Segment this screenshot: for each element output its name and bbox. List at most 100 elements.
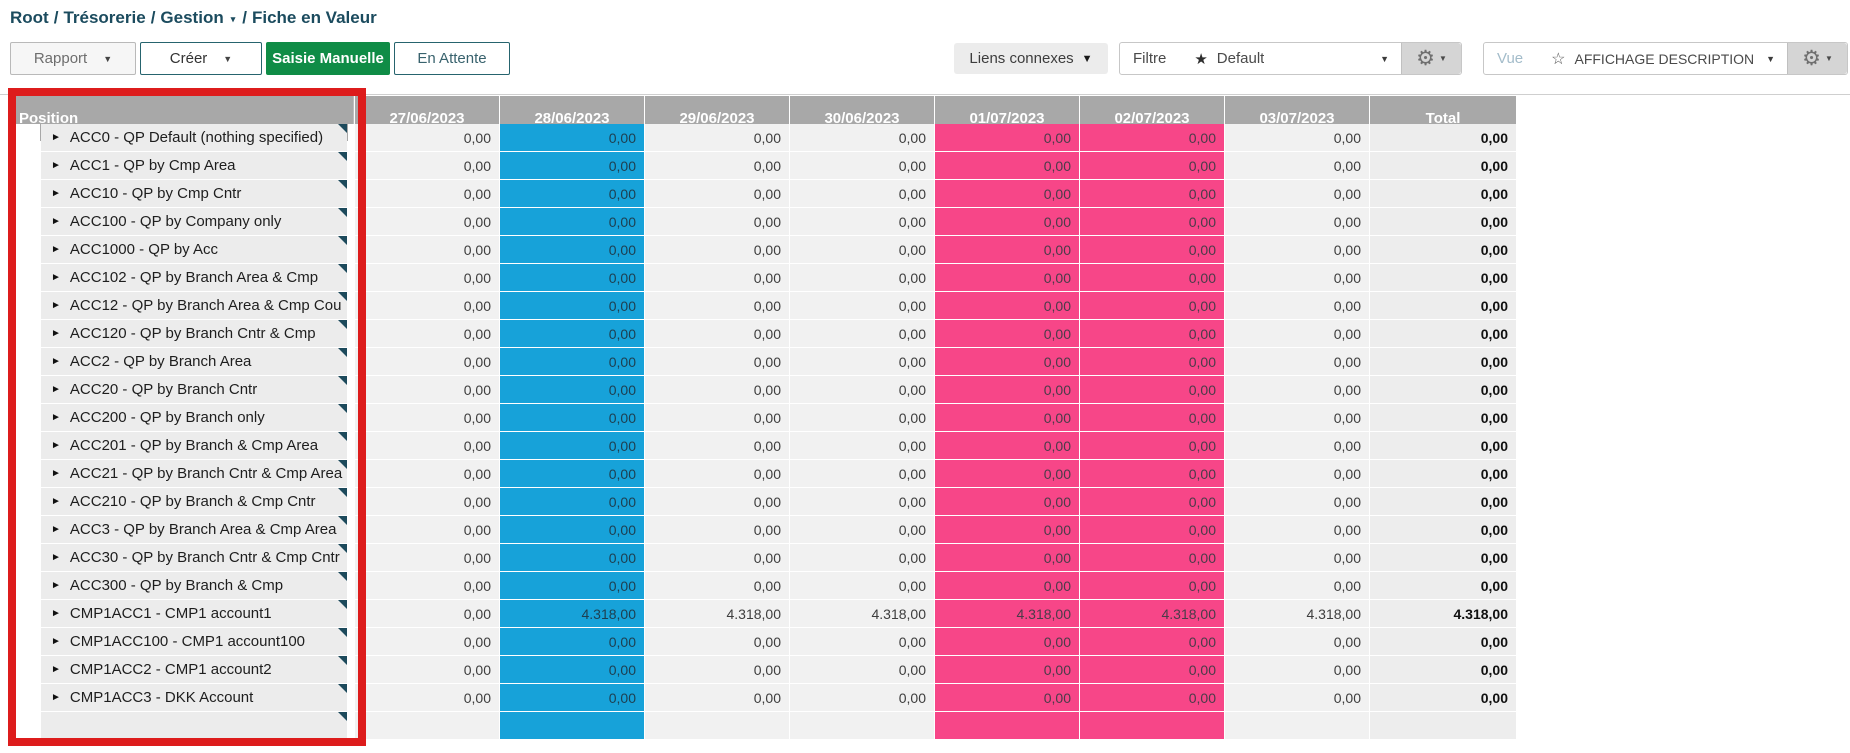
value-cell[interactable]: 0,00 bbox=[790, 348, 934, 375]
value-cell[interactable]: 0,00 bbox=[1225, 124, 1369, 151]
expand-arrow-icon[interactable]: ► bbox=[51, 664, 61, 675]
value-cell[interactable]: 0,00 bbox=[355, 600, 499, 627]
value-cell[interactable]: 0,00 bbox=[500, 684, 644, 711]
chevron-down-icon[interactable]: ▾ bbox=[230, 13, 236, 24]
value-cell[interactable]: 0,00 bbox=[1080, 320, 1224, 347]
expand-arrow-icon[interactable]: ► bbox=[51, 524, 61, 535]
value-cell[interactable]: 0,00 bbox=[1080, 684, 1224, 711]
value-cell[interactable]: 0,00 bbox=[1225, 572, 1369, 599]
rapport-dropdown-button[interactable]: Rapport ▼ bbox=[10, 42, 136, 75]
value-cell[interactable]: 0,00 bbox=[790, 180, 934, 207]
value-cell[interactable]: 0,00 bbox=[935, 180, 1079, 207]
value-cell[interactable]: 4.318,00 bbox=[790, 600, 934, 627]
value-cell[interactable]: 0,00 bbox=[935, 460, 1079, 487]
value-cell[interactable]: 0,00 bbox=[790, 432, 934, 459]
value-cell[interactable]: 0,00 bbox=[1080, 404, 1224, 431]
row-label-cell[interactable]: ► ACC210 - QP by Branch & Cmp Cntr bbox=[41, 488, 347, 515]
value-cell[interactable]: 0,00 bbox=[935, 628, 1079, 655]
expand-arrow-icon[interactable]: ► bbox=[51, 244, 61, 255]
value-cell[interactable]: 0,00 bbox=[355, 460, 499, 487]
filtre-selected-value[interactable]: Default bbox=[1216, 50, 1265, 67]
row-label-cell[interactable]: ► ACC10 - QP by Cmp Cntr bbox=[41, 180, 347, 207]
value-cell[interactable]: 0,00 bbox=[355, 376, 499, 403]
breadcrumb-item-tresorerie[interactable]: Trésorerie bbox=[63, 8, 146, 27]
value-cell[interactable]: 0,00 bbox=[1080, 124, 1224, 151]
expand-arrow-icon[interactable]: ► bbox=[51, 580, 61, 591]
value-cell[interactable]: 0,00 bbox=[1080, 208, 1224, 235]
value-cell[interactable]: 0,00 bbox=[645, 292, 789, 319]
value-cell[interactable]: 0,00 bbox=[500, 348, 644, 375]
row-label-cell[interactable]: ► ACC2 - QP by Branch Area bbox=[41, 348, 347, 375]
value-cell[interactable] bbox=[1080, 712, 1224, 739]
value-cell[interactable] bbox=[1225, 712, 1369, 739]
value-cell[interactable]: 0,00 bbox=[500, 460, 644, 487]
value-cell[interactable]: 0,00 bbox=[355, 152, 499, 179]
value-cell[interactable]: 4.318,00 bbox=[1080, 600, 1224, 627]
expand-arrow-icon[interactable]: ► bbox=[51, 496, 61, 507]
value-cell[interactable]: 4.318,00 bbox=[645, 600, 789, 627]
value-cell[interactable]: 0,00 bbox=[500, 264, 644, 291]
expand-arrow-icon[interactable]: ► bbox=[51, 692, 61, 703]
value-cell[interactable]: 0,00 bbox=[1080, 516, 1224, 543]
value-cell[interactable]: 0,00 bbox=[645, 180, 789, 207]
value-cell[interactable]: 0,00 bbox=[1225, 376, 1369, 403]
row-label-cell[interactable]: ► ACC21 - QP by Branch Cntr & Cmp Area bbox=[41, 460, 347, 487]
value-cell[interactable]: 0,00 bbox=[500, 488, 644, 515]
value-cell[interactable]: 0,00 bbox=[935, 544, 1079, 571]
value-cell[interactable]: 0,00 bbox=[355, 572, 499, 599]
value-cell[interactable]: 0,00 bbox=[355, 180, 499, 207]
row-label-cell[interactable]: ► CMP1ACC3 - DKK Account bbox=[41, 684, 347, 711]
row-label-cell[interactable]: ► ACC100 - QP by Company only bbox=[41, 208, 347, 235]
value-cell[interactable]: 0,00 bbox=[1225, 320, 1369, 347]
value-cell[interactable]: 0,00 bbox=[1225, 684, 1369, 711]
value-cell[interactable]: 0,00 bbox=[645, 628, 789, 655]
value-cell[interactable]: 0,00 bbox=[935, 404, 1079, 431]
value-cell[interactable]: 0,00 bbox=[1225, 488, 1369, 515]
expand-arrow-icon[interactable]: ► bbox=[51, 300, 61, 311]
breadcrumb-item-root[interactable]: Root bbox=[10, 8, 49, 27]
value-cell[interactable]: 0,00 bbox=[500, 376, 644, 403]
value-cell[interactable]: 0,00 bbox=[1080, 348, 1224, 375]
value-cell[interactable]: 0,00 bbox=[790, 320, 934, 347]
value-cell[interactable]: 0,00 bbox=[790, 124, 934, 151]
value-cell[interactable]: 0,00 bbox=[790, 516, 934, 543]
value-cell[interactable]: 0,00 bbox=[1080, 544, 1224, 571]
value-cell[interactable]: 0,00 bbox=[1080, 152, 1224, 179]
value-cell[interactable]: 0,00 bbox=[645, 488, 789, 515]
value-cell[interactable]: 0,00 bbox=[645, 460, 789, 487]
value-cell[interactable]: 0,00 bbox=[1080, 264, 1224, 291]
value-cell[interactable]: 0,00 bbox=[645, 572, 789, 599]
expand-arrow-icon[interactable]: ► bbox=[51, 328, 61, 339]
value-cell[interactable]: 0,00 bbox=[355, 292, 499, 319]
row-label-cell[interactable]: ► ACC20 - QP by Branch Cntr bbox=[41, 376, 347, 403]
value-cell[interactable]: 0,00 bbox=[1225, 208, 1369, 235]
value-cell[interactable]: 0,00 bbox=[1080, 292, 1224, 319]
value-cell[interactable]: 0,00 bbox=[1225, 404, 1369, 431]
value-cell[interactable]: 0,00 bbox=[500, 432, 644, 459]
value-cell[interactable]: 0,00 bbox=[790, 684, 934, 711]
expand-arrow-icon[interactable]: ► bbox=[51, 356, 61, 367]
value-cell[interactable]: 0,00 bbox=[500, 656, 644, 683]
row-label-cell[interactable]: ► CMP1ACC1 - CMP1 account1 bbox=[41, 600, 347, 627]
value-cell[interactable]: 0,00 bbox=[1080, 376, 1224, 403]
value-cell[interactable]: 0,00 bbox=[645, 376, 789, 403]
value-cell[interactable]: 0,00 bbox=[790, 264, 934, 291]
saisie-manuelle-button[interactable]: Saisie Manuelle bbox=[266, 42, 390, 75]
value-cell[interactable]: 0,00 bbox=[645, 404, 789, 431]
value-cell[interactable]: 0,00 bbox=[935, 208, 1079, 235]
value-cell[interactable]: 0,00 bbox=[355, 124, 499, 151]
expand-arrow-icon[interactable]: ► bbox=[51, 132, 61, 143]
expand-arrow-icon[interactable]: ► bbox=[51, 160, 61, 171]
value-cell[interactable]: 0,00 bbox=[1225, 432, 1369, 459]
value-cell[interactable]: 4.318,00 bbox=[500, 600, 644, 627]
value-cell[interactable]: 0,00 bbox=[1225, 516, 1369, 543]
value-cell[interactable]: 0,00 bbox=[1080, 460, 1224, 487]
value-cell[interactable]: 0,00 bbox=[355, 656, 499, 683]
value-cell[interactable]: 0,00 bbox=[1225, 152, 1369, 179]
row-label-cell[interactable]: ► ACC1 - QP by Cmp Area bbox=[41, 152, 347, 179]
value-cell[interactable] bbox=[500, 712, 644, 739]
value-cell[interactable]: 0,00 bbox=[1080, 432, 1224, 459]
value-cell[interactable]: 0,00 bbox=[935, 152, 1079, 179]
value-cell[interactable]: 0,00 bbox=[500, 124, 644, 151]
liens-connexes-dropdown-button[interactable]: Liens connexes ▼ bbox=[954, 43, 1108, 74]
